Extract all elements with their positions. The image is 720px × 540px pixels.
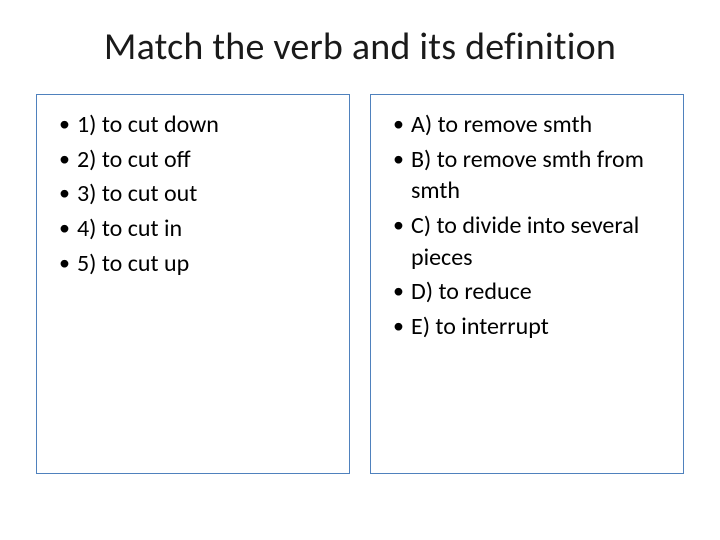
verbs-list: 1) to cut down 2) to cut off 3) to cut o… [55,109,331,279]
right-box: A) to remove smth B) to remove smth from… [370,94,684,474]
slide: Match the verb and its definition 1) to … [0,0,720,540]
columns-container: 1) to cut down 2) to cut off 3) to cut o… [36,94,684,474]
list-item: 5) to cut up [55,248,331,280]
left-box: 1) to cut down 2) to cut off 3) to cut o… [36,94,350,474]
list-item: B) to remove smth from smth [389,144,665,207]
list-item: D) to reduce [389,276,665,308]
definitions-list: A) to remove smth B) to remove smth from… [389,109,665,343]
list-item: 4) to cut in [55,213,331,245]
list-item: 2) to cut off [55,144,331,176]
list-item: 1) to cut down [55,109,331,141]
list-item: 3) to cut out [55,178,331,210]
list-item: C) to divide into several pieces [389,210,665,273]
list-item: A) to remove smth [389,109,665,141]
slide-title: Match the verb and its definition [36,24,684,70]
list-item: E) to interrupt [389,311,665,343]
